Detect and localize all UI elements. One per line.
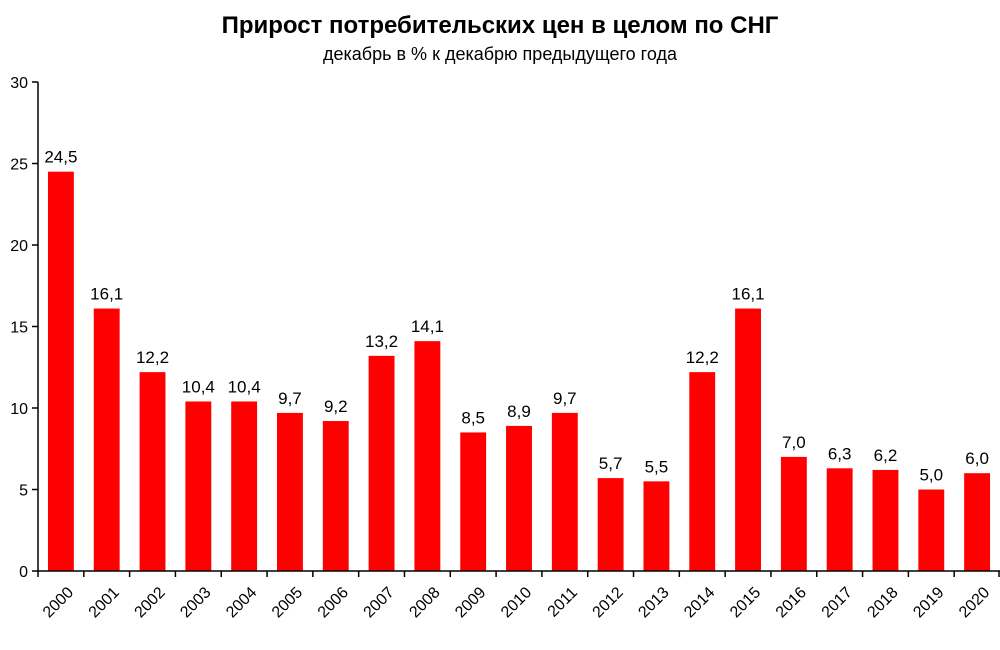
y-tick-label: 25 xyxy=(10,157,28,174)
x-tick-label: 2003 xyxy=(177,584,214,621)
data-label: 5,0 xyxy=(919,466,943,485)
x-tick-label: 2016 xyxy=(773,584,810,621)
data-label: 14,1 xyxy=(411,317,444,336)
x-tick-label: 2015 xyxy=(727,584,764,621)
x-tick-label: 2001 xyxy=(86,584,123,621)
bar xyxy=(185,401,212,571)
bar xyxy=(231,401,258,571)
bar xyxy=(506,425,532,571)
y-tick-label: 0 xyxy=(19,564,28,581)
bar xyxy=(780,456,807,571)
bar xyxy=(826,468,853,571)
data-label: 24,5 xyxy=(44,148,77,167)
bar xyxy=(689,372,716,571)
x-tick-label: 2012 xyxy=(590,584,627,621)
x-tick-label: 2014 xyxy=(681,584,718,621)
x-tick-label: 2006 xyxy=(315,584,352,621)
bar xyxy=(368,355,395,571)
chart-title: Прирост потребительских цен в целом по С… xyxy=(221,12,779,39)
data-label: 16,1 xyxy=(90,285,123,304)
bar xyxy=(872,469,899,571)
x-tick-label: 2011 xyxy=(545,584,581,620)
data-label: 9,2 xyxy=(324,397,348,416)
data-label: 5,7 xyxy=(599,454,623,473)
x-tick-label: 2018 xyxy=(864,584,901,621)
data-label: 9,7 xyxy=(278,389,302,408)
x-tick-label: 2000 xyxy=(40,584,77,621)
bar xyxy=(597,478,624,571)
x-tick-label: 2019 xyxy=(910,584,947,621)
y-tick-label: 15 xyxy=(10,320,28,337)
y-tick-label: 5 xyxy=(19,483,28,500)
axes-group xyxy=(32,81,1000,577)
bar xyxy=(918,489,945,571)
y-tick-label: 30 xyxy=(10,75,28,92)
bar xyxy=(139,372,166,571)
data-label: 8,5 xyxy=(461,408,485,427)
bar xyxy=(735,308,761,571)
bar xyxy=(551,412,578,571)
bars-group xyxy=(47,171,991,571)
data-label: 6,0 xyxy=(965,449,989,468)
bar xyxy=(643,481,670,571)
bar xyxy=(322,421,349,571)
x-tick-label: 2020 xyxy=(956,584,993,621)
data-label: 8,9 xyxy=(507,402,531,421)
y-tick-label: 20 xyxy=(10,238,28,255)
x-tick-label: 2005 xyxy=(269,584,306,621)
bar xyxy=(277,412,303,571)
data-label: 10,4 xyxy=(182,377,215,396)
x-tick-label: 2009 xyxy=(452,584,489,621)
bar xyxy=(93,308,120,571)
data-label: 12,2 xyxy=(136,348,169,367)
x-tick-label: 2013 xyxy=(635,584,672,621)
data-label: 6,2 xyxy=(874,446,898,465)
x-tick-label: 2007 xyxy=(361,584,398,621)
x-tick-label: 2008 xyxy=(406,584,443,621)
bar xyxy=(414,341,441,571)
data-label: 12,2 xyxy=(686,348,719,367)
x-tick-label: 2002 xyxy=(132,584,169,621)
data-label: 5,5 xyxy=(645,457,669,476)
x-tick-label: 2010 xyxy=(498,584,535,621)
bar xyxy=(47,171,74,571)
bar xyxy=(460,432,487,571)
chart-subtitle: декабрь в % к декабрю предыдущего года xyxy=(323,44,677,64)
data-label: 6,3 xyxy=(828,444,852,463)
x-tick-label: 2004 xyxy=(223,584,260,621)
data-label: 7,0 xyxy=(782,433,806,452)
data-label: 16,1 xyxy=(732,285,765,304)
y-tick-label: 10 xyxy=(10,401,28,418)
data-label: 13,2 xyxy=(365,332,398,351)
data-label: 10,4 xyxy=(228,377,261,396)
data-label: 9,7 xyxy=(553,389,577,408)
bar xyxy=(964,473,991,571)
x-tick-label: 2017 xyxy=(819,584,856,621)
